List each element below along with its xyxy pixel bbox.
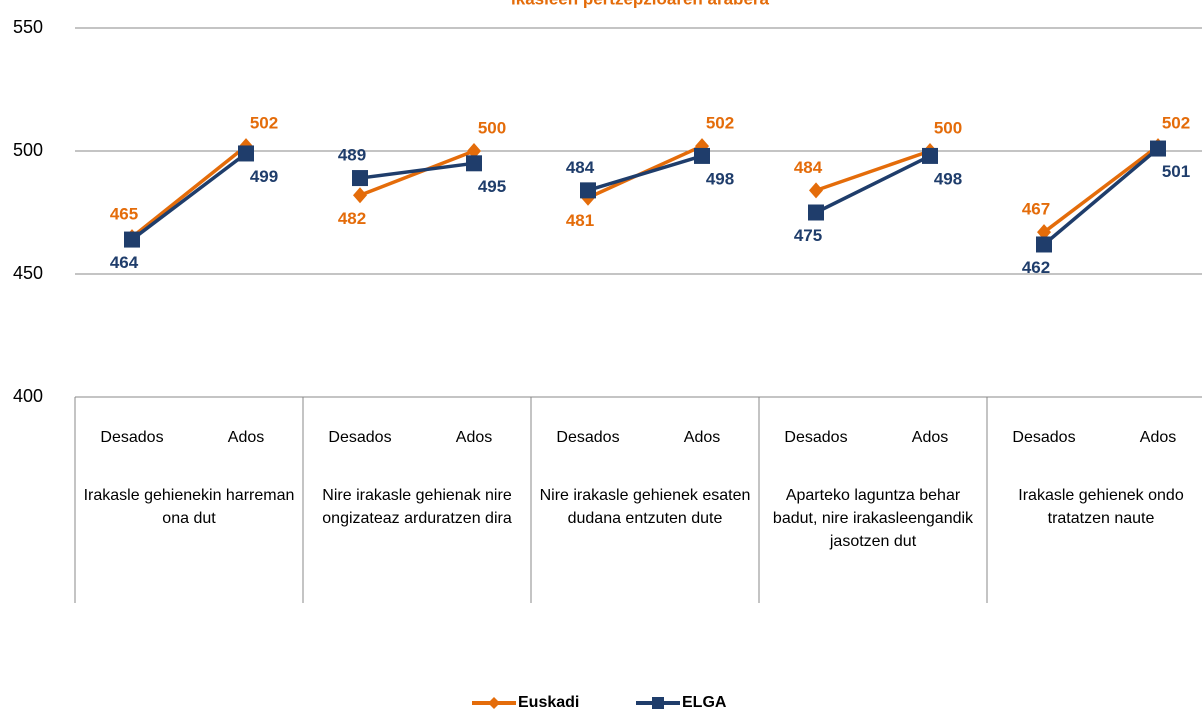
data-label: 482 (338, 209, 366, 228)
legend-label: ELGA (682, 694, 727, 711)
data-label: 499 (250, 167, 278, 186)
group-label: Irakasle gehienekin harreman ona dut (83, 487, 295, 527)
x-tick-label: Ados (1140, 429, 1176, 446)
marker (467, 143, 481, 159)
data-label: 498 (706, 169, 734, 188)
data-label: 501 (1162, 162, 1190, 181)
legend-label: Euskadi (518, 694, 579, 711)
series-line (1042, 147, 1160, 246)
group-label: Aparteko laguntza behar badut, nire irak… (772, 487, 974, 550)
x-tick-label: Desados (100, 429, 163, 446)
group-label: Nire irakasle gehienek esaten dudana ent… (539, 487, 751, 527)
series-line (130, 144, 248, 239)
data-label: 489 (338, 146, 366, 165)
data-label: 481 (566, 211, 594, 230)
legend-marker (488, 697, 500, 709)
data-label: 484 (566, 158, 595, 177)
marker (922, 147, 938, 164)
data-label: 495 (478, 177, 506, 196)
marker (808, 204, 824, 221)
data-label: 502 (1162, 114, 1190, 133)
group-label: Nire irakasle gehienak nire ongizateaz a… (322, 487, 512, 527)
marker (694, 147, 710, 164)
data-label: 502 (250, 114, 278, 133)
marker (466, 155, 482, 172)
data-label: 467 (1022, 200, 1050, 219)
series-line (359, 161, 475, 180)
x-tick-label: Desados (784, 429, 847, 446)
marker (1037, 224, 1051, 241)
y-tick-label: 400 (13, 386, 43, 406)
marker (1150, 140, 1166, 157)
x-tick-label: Ados (456, 429, 492, 446)
x-tick-label: Ados (684, 429, 720, 446)
x-tick-label: Ados (228, 429, 264, 446)
marker (809, 182, 823, 199)
y-tick-label: 500 (13, 140, 43, 160)
x-tick-label: Desados (328, 429, 391, 446)
data-label: 502 (706, 114, 734, 133)
data-label: 465 (110, 205, 138, 224)
y-tick-label: 450 (13, 263, 43, 283)
data-label: 498 (934, 169, 962, 188)
y-tick-label: 550 (13, 17, 43, 37)
data-label: 500 (478, 118, 506, 137)
marker (580, 182, 596, 199)
data-label: 475 (794, 226, 822, 245)
group-label: Irakasle gehienek ondo tratatzen naute (1018, 487, 1184, 527)
series-line (359, 149, 475, 197)
data-label: 462 (1022, 258, 1050, 277)
legend-marker (652, 697, 664, 709)
marker (238, 145, 254, 162)
chart-title: ikasleen pertzepzioaren arabera (511, 0, 770, 8)
x-tick-label: Desados (556, 429, 619, 446)
marker (353, 187, 367, 204)
series-line (1042, 144, 1160, 234)
data-label: 464 (110, 253, 139, 272)
series-line (587, 154, 703, 193)
marker (1036, 236, 1052, 253)
marker (124, 231, 140, 248)
marker (352, 170, 368, 187)
data-label: 484 (794, 158, 823, 177)
x-tick-label: Ados (912, 429, 948, 446)
data-label: 500 (934, 118, 962, 137)
x-tick-label: Desados (1012, 429, 1075, 446)
series-line (815, 154, 931, 215)
series-line (815, 149, 931, 193)
series-line (130, 152, 248, 241)
